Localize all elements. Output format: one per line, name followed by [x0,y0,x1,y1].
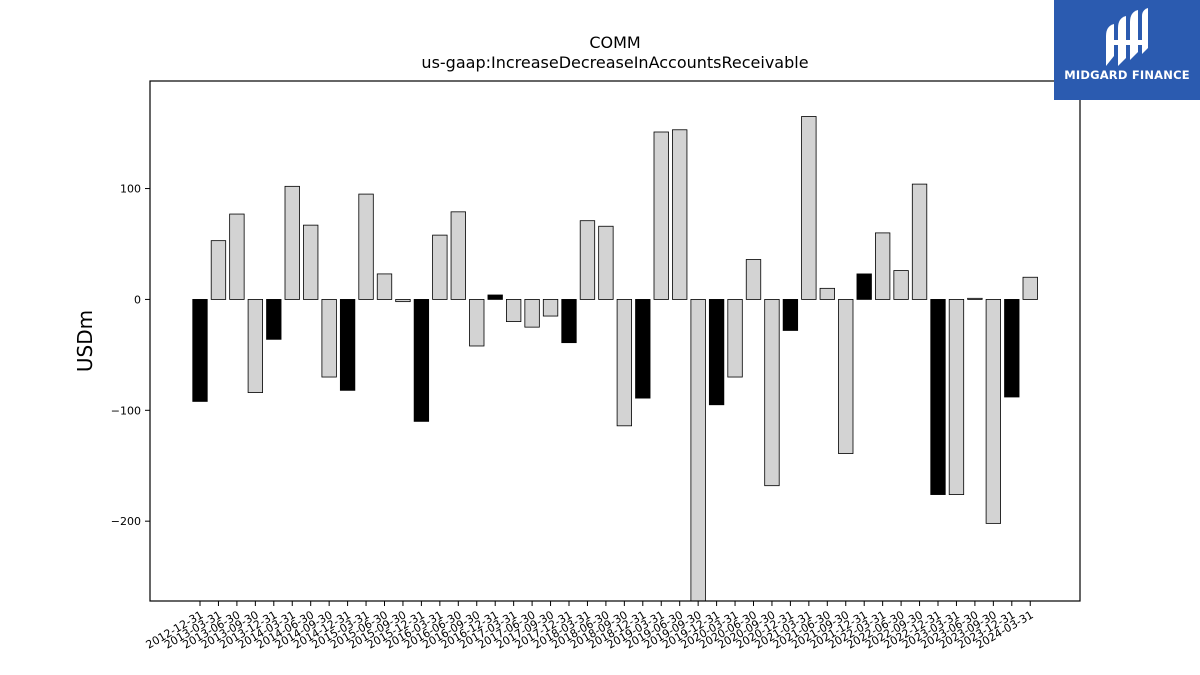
bar [487,294,503,300]
bar [1004,299,1020,398]
bar [395,299,411,303]
y-tick-label: −200 [111,515,141,528]
bar [229,213,245,300]
bar [948,299,965,495]
bar [1022,276,1038,300]
midgard-finance-logo: MIDGARD FINANCE [1054,0,1200,100]
x-ticks: 2012-12-312013-03-312013-06-302013-09-30… [144,601,1036,652]
bar [579,220,596,300]
bar [524,299,540,328]
bar [782,299,799,331]
bar [653,131,669,300]
bar [376,273,393,300]
midgard-logo-icon [1106,8,1148,66]
bar [598,225,614,300]
bar [542,299,559,317]
chart-title: COMM [589,33,640,52]
bar [247,299,264,393]
y-tick-label: −100 [111,404,141,417]
bar [321,299,337,378]
bar [303,224,319,300]
bar [266,299,282,340]
bar [561,299,577,344]
bar [727,299,743,378]
bar [838,299,854,454]
bar [210,240,227,300]
chart-subtitle: us-gaap:IncreaseDecreaseInAccountsReceiv… [421,53,808,72]
bar [930,299,946,495]
bar [985,299,1001,524]
bars [192,116,1038,602]
bar [284,185,300,300]
bar [192,299,208,402]
y-axis-label: USDm [73,310,97,372]
bar [339,299,356,391]
y-tick-label: 0 [134,293,141,306]
bar [505,299,522,322]
logo-text: MIDGARD FINANCE [1064,68,1190,82]
y-tick-label: 100 [120,183,141,196]
bar [967,297,983,300]
plot-frame [149,80,1081,602]
bar [875,232,891,300]
bar [413,299,430,422]
bar [801,116,817,300]
y-ticks: 100 0 −100 −200 [111,183,150,528]
bar [911,183,928,300]
bar [358,193,374,300]
bar [616,299,632,427]
bar [819,287,835,300]
bar [708,299,725,406]
bar [635,299,651,399]
bar [893,270,909,300]
bar [450,211,466,300]
bar [764,299,780,487]
bar [690,299,706,602]
bar [856,273,872,300]
bar [672,129,688,300]
bar [432,234,448,300]
bar [469,299,485,347]
bar [745,259,762,300]
